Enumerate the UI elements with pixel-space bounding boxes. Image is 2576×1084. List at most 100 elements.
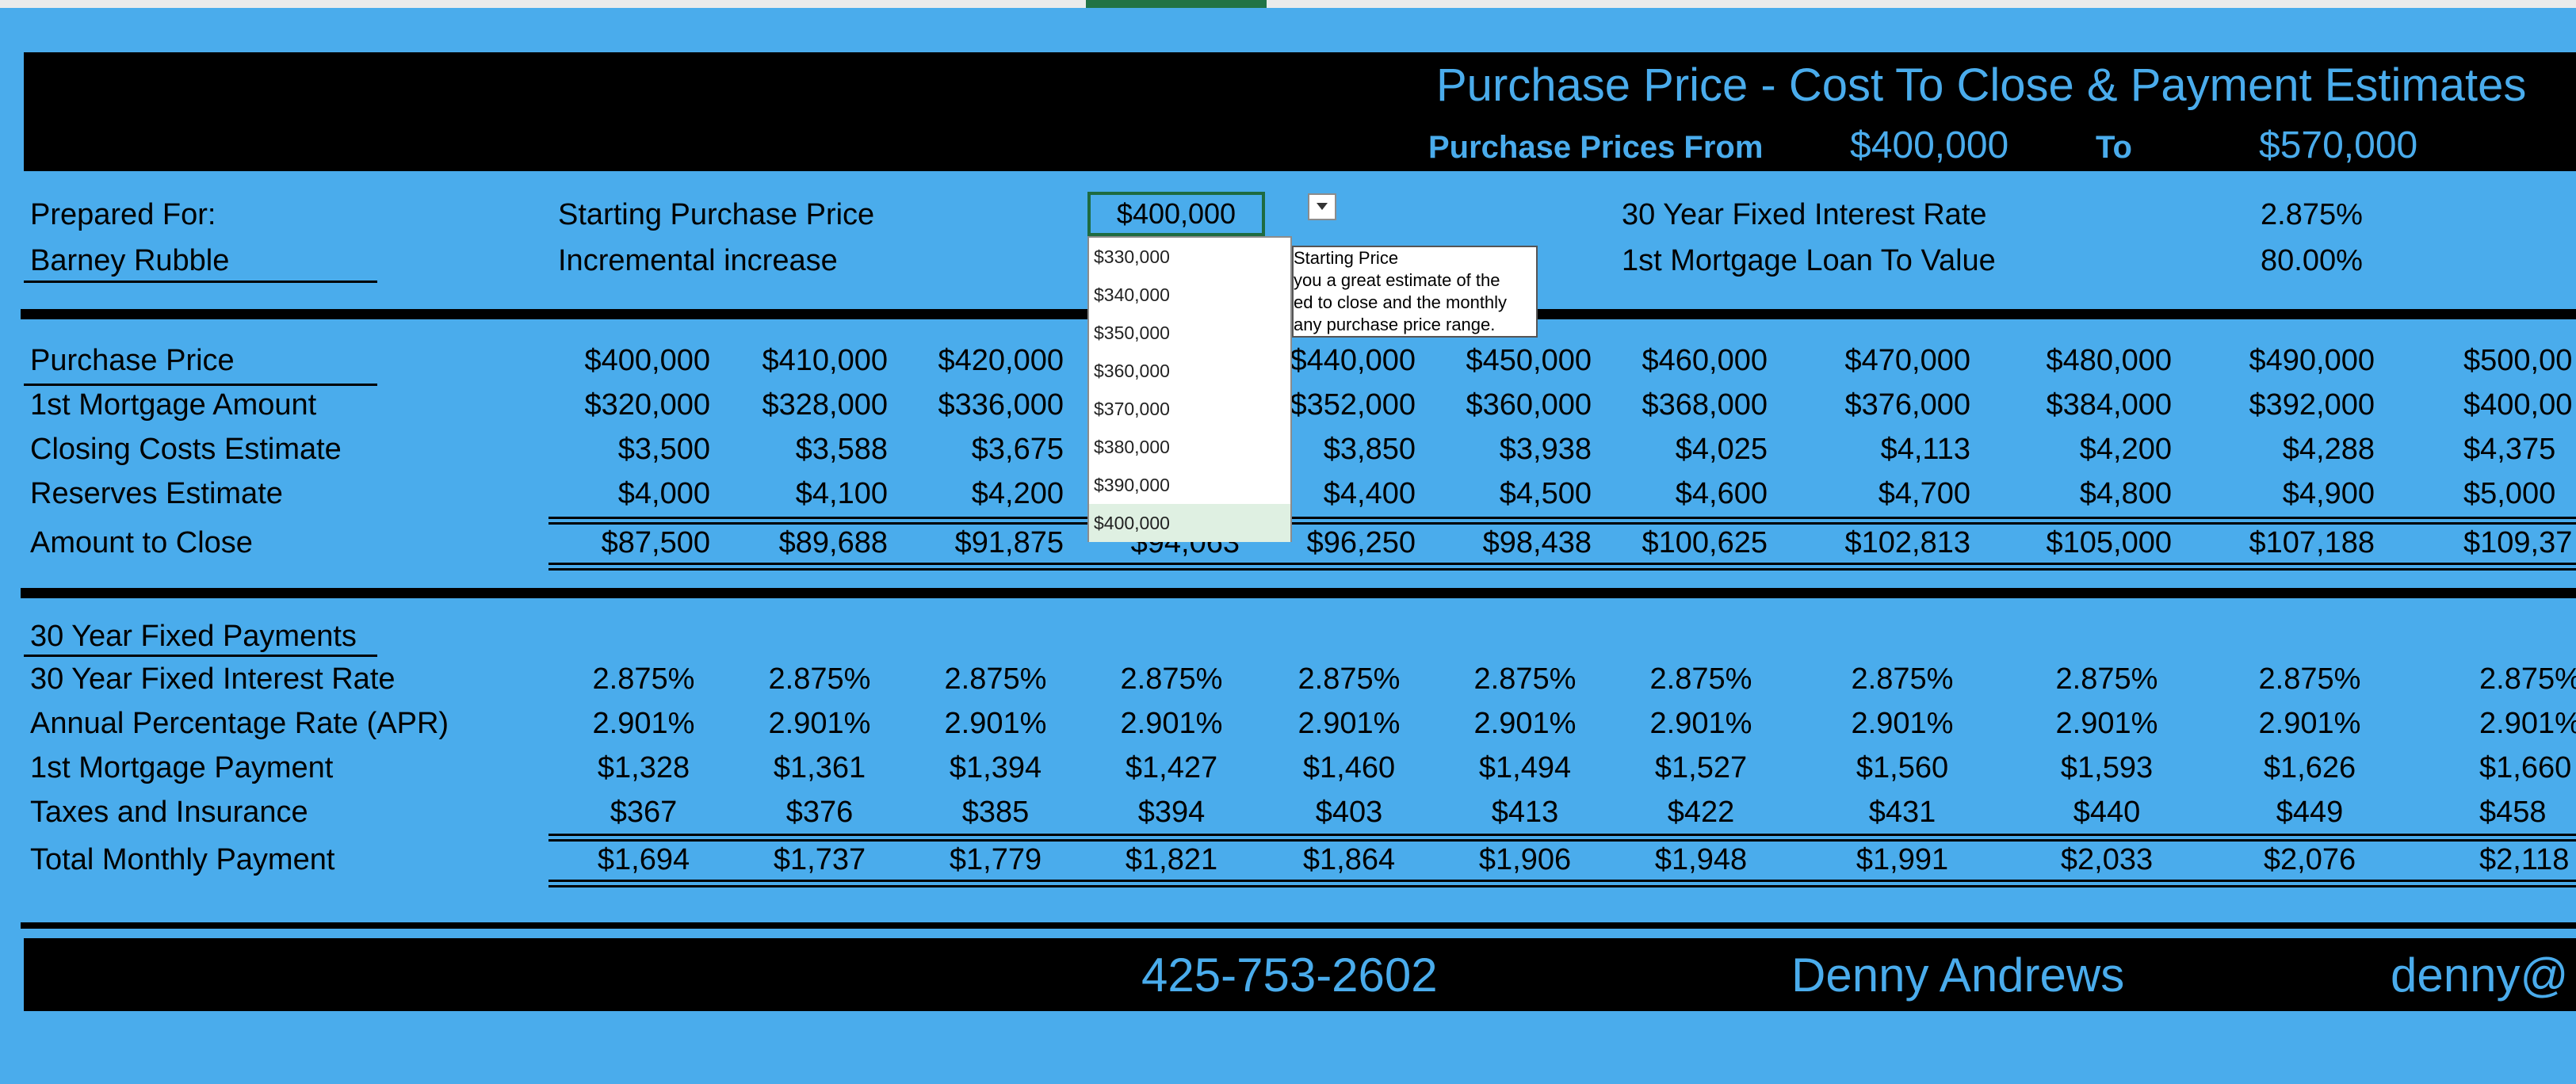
- cost-cell: $376,000: [1844, 388, 1971, 422]
- cost-cell: $320,000: [584, 388, 711, 422]
- payment-cell: $403: [1315, 796, 1383, 829]
- cost-cell: $4,375: [2463, 433, 2556, 466]
- tooltip-line: ed to close and the monthly: [1294, 292, 1508, 312]
- payment-cell: 2.875%: [768, 662, 871, 696]
- separator-middle: [21, 588, 2576, 598]
- payment-cell: $1,626: [2263, 751, 2356, 784]
- payment-cell: 2.901%: [1298, 707, 1401, 740]
- cost-cell: $4,288: [2282, 433, 2375, 466]
- cost-cell: $4,800: [2079, 477, 2172, 510]
- payment-row-label: Taxes and Insurance: [30, 796, 308, 829]
- dropdown-option[interactable]: $370,000: [1094, 399, 1170, 419]
- cost-cell: $352,000: [1290, 388, 1416, 422]
- payment-cell: $1,328: [597, 751, 690, 784]
- footer-band: [24, 938, 2576, 1011]
- footer-phone[interactable]: 425-753-2602: [1141, 948, 1438, 1002]
- cost-cell: $4,000: [617, 477, 710, 510]
- rate-label: 30 Year Fixed Interest Rate: [1622, 198, 1987, 231]
- cost-row-label: Closing Costs Estimate: [30, 433, 342, 466]
- dropdown-option[interactable]: $380,000: [1094, 437, 1170, 457]
- payment-row-label: 1st Mortgage Payment: [30, 751, 334, 784]
- payment-cell: $1,737: [773, 843, 866, 876]
- cost-cell: $3,850: [1323, 433, 1416, 466]
- cost-cell: $4,200: [2079, 433, 2172, 466]
- payment-cell: $2,118: [2479, 843, 2570, 876]
- payment-cell: 2.901%: [592, 707, 695, 740]
- payment-cell: $1,660: [2479, 751, 2572, 784]
- cost-total-rule-top: [548, 517, 2576, 525]
- payment-cell: 2.901%: [2479, 707, 2576, 740]
- cost-cell: $336,000: [938, 388, 1064, 422]
- starting-price-cell[interactable]: $400,000: [1087, 192, 1265, 236]
- payment-cell: 2.875%: [592, 662, 695, 696]
- starting-price-label: Starting Purchase Price: [558, 198, 875, 231]
- cost-cell: $3,675: [971, 433, 1064, 466]
- chevron-down-icon: [1317, 203, 1328, 210]
- ltv-label: 1st Mortgage Loan To Value: [1622, 244, 1996, 277]
- selected-column-indicator: [1086, 0, 1267, 8]
- column-header-strip: [0, 0, 2576, 8]
- payment-cell: $1,394: [949, 751, 1042, 784]
- cost-cell: $4,700: [1878, 477, 1970, 510]
- payment-cell: $1,779: [949, 843, 1042, 876]
- payment-cell: 2.875%: [2479, 662, 2576, 696]
- separator-bottom: [21, 922, 2576, 929]
- payment-cell: $449: [2276, 796, 2344, 829]
- cost-cell: $410,000: [762, 344, 889, 377]
- payment-cell: $1,593: [2060, 751, 2154, 784]
- payment-cell: $1,948: [1654, 843, 1748, 876]
- cost-cell: $384,000: [2046, 388, 2173, 422]
- payment-cell: 2.901%: [768, 707, 871, 740]
- payment-cell: $431: [1868, 796, 1936, 829]
- dropdown-option[interactable]: $340,000: [1094, 284, 1170, 305]
- dropdown-option[interactable]: $350,000: [1094, 323, 1170, 343]
- cost-cell: $4,400: [1323, 477, 1416, 510]
- payment-cell: $1,427: [1125, 751, 1218, 784]
- footer-email[interactable]: denny@: [2391, 948, 2569, 1002]
- cost-cell: $328,000: [762, 388, 889, 422]
- cost-cell: $87,500: [601, 526, 710, 559]
- tooltip-line: any purchase price range.: [1294, 315, 1496, 334]
- rate-value: 2.875%: [2261, 198, 2363, 231]
- payment-cell: 2.901%: [1120, 707, 1223, 740]
- cost-cell: $4,113: [1880, 433, 1970, 466]
- dropdown-option[interactable]: $360,000: [1094, 361, 1170, 381]
- dropdown-option[interactable]: $330,000: [1094, 246, 1170, 267]
- prepared-for-name: Barney Rubble: [30, 244, 230, 277]
- cost-cell: $500,00: [2463, 344, 2573, 377]
- cost-cell: $420,000: [938, 344, 1064, 377]
- incremental-label: Incremental increase: [558, 244, 838, 277]
- dropdown-button[interactable]: [1308, 193, 1336, 220]
- dropdown-option[interactable]: $400,000: [1089, 504, 1290, 542]
- payment-cell: $422: [1667, 796, 1735, 829]
- dropdown-option[interactable]: $390,000: [1094, 475, 1170, 495]
- payment-cell: $1,864: [1302, 843, 1396, 876]
- range-to-label: To: [2096, 130, 2132, 165]
- payment-cell: $2,033: [2060, 843, 2154, 876]
- cost-cell: $3,500: [617, 433, 710, 466]
- tooltip-line: you a great estimate of the: [1294, 270, 1500, 290]
- payment-cell: 2.901%: [1473, 707, 1577, 740]
- cost-row-label: Amount to Close: [30, 526, 253, 559]
- payment-cell: 2.901%: [1649, 707, 1752, 740]
- payment-cell: $367: [610, 796, 678, 829]
- pay-total-rule-top: [548, 834, 2576, 842]
- cost-cell: $400,000: [584, 344, 711, 377]
- cost-cell: $360,000: [1466, 388, 1592, 422]
- payment-cell: 2.901%: [1851, 707, 1954, 740]
- cost-cell: $96,250: [1306, 526, 1416, 559]
- payment-cell: $394: [1137, 796, 1206, 829]
- cost-cell: $4,600: [1675, 477, 1768, 510]
- payment-cell: 2.875%: [944, 662, 1047, 696]
- payment-row-label: Annual Percentage Rate (APR): [30, 707, 449, 740]
- payment-cell: $1,694: [597, 843, 690, 876]
- tooltip-line: Starting Price: [1294, 248, 1399, 268]
- range-label: Purchase Prices From: [1428, 130, 1764, 165]
- payment-cell: $1,821: [1125, 843, 1218, 876]
- payments-title-underline: [24, 655, 377, 657]
- payment-cell: 2.875%: [2055, 662, 2158, 696]
- payment-cell: $2,076: [2263, 843, 2356, 876]
- cost-cell: $89,688: [778, 526, 888, 559]
- input-message-tooltip: Starting Price you a great estimate of th…: [1292, 246, 1538, 338]
- price-dropdown-list[interactable]: $330,000 $340,000 $350,000 $360,000 $370,000…: [1087, 236, 1292, 542]
